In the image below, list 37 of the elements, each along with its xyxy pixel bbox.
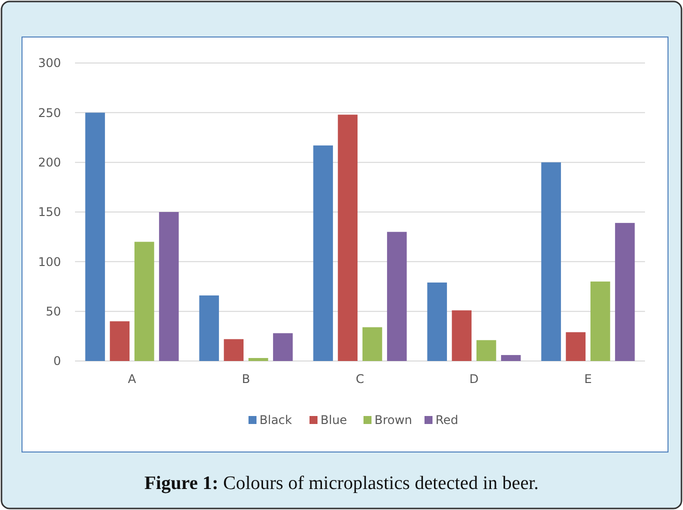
x-tick-label: B [242, 372, 250, 386]
bar [476, 340, 496, 361]
x-tick-label: C [356, 372, 364, 386]
y-tick-label: 100 [38, 254, 61, 269]
bar [387, 232, 407, 361]
bar [590, 282, 610, 361]
bar [273, 333, 293, 361]
y-tick-label: 200 [38, 156, 61, 170]
bar [427, 282, 447, 361]
bar [338, 114, 358, 361]
legend-label: Brown [374, 413, 412, 428]
x-tick-label: E [584, 372, 592, 386]
y-tick-label: 150 [38, 205, 61, 220]
legend-label: Blue [320, 413, 348, 428]
y-tick-label: 50 [46, 304, 61, 319]
legend-label: Black [260, 413, 292, 428]
bar [110, 321, 130, 361]
bar [248, 358, 268, 361]
bar [199, 295, 219, 361]
bar [541, 162, 561, 361]
x-tick-label: D [469, 372, 479, 386]
bar [159, 212, 179, 361]
bar [85, 112, 105, 361]
bar [362, 327, 382, 361]
bar [566, 332, 586, 361]
bar [224, 339, 244, 361]
bar [134, 242, 154, 361]
bar [452, 310, 472, 361]
text: Figure 1: Colours of microplastics detected in beer. [144, 473, 539, 494]
x-tick-label: A [128, 372, 137, 386]
legend-label: Red [436, 413, 458, 428]
bar [313, 145, 333, 361]
y-tick-label: 0 [53, 354, 61, 368]
bar [615, 222, 635, 361]
bar [501, 355, 521, 361]
y-tick-label: 300 [38, 56, 61, 70]
y-tick-label: 250 [38, 106, 61, 120]
